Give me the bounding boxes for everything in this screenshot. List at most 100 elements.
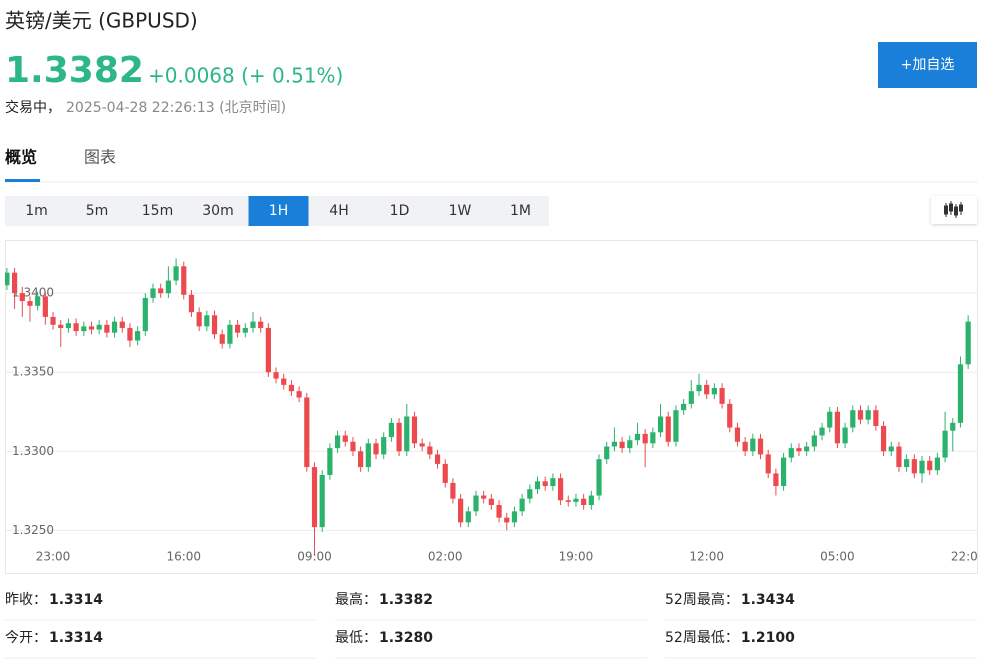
stat-value: 1.3382 [379, 592, 433, 608]
candle-body [773, 473, 779, 487]
candle-body [181, 266, 187, 295]
candle-body [504, 517, 510, 523]
candle-body [581, 498, 587, 506]
candle-body [919, 460, 925, 474]
candle-body [650, 432, 656, 444]
stat-value: 1.2100 [741, 630, 795, 646]
candle-body [757, 438, 764, 455]
candle-body [565, 500, 571, 502]
interval-label: 4H [329, 203, 348, 219]
candle-body [119, 321, 125, 328]
candle-body [819, 427, 825, 436]
candle-body [165, 280, 171, 294]
candle-body [550, 478, 556, 487]
candle-body [334, 435, 341, 449]
candle-body [250, 321, 256, 328]
candle-body [188, 294, 195, 313]
candle-body [111, 321, 118, 333]
candle-body [927, 460, 933, 471]
stat-value: 1.3314 [49, 592, 103, 608]
candle-body [450, 482, 456, 499]
candle-body [865, 410, 871, 420]
candle-body [204, 315, 210, 327]
stat-label: 最高： [335, 591, 377, 608]
interval-button[interactable]: 4H [329, 203, 348, 219]
candle-body [19, 293, 25, 302]
candle-body [127, 327, 133, 341]
tab[interactable]: 图表 [84, 148, 116, 167]
candle-body [142, 297, 148, 332]
interval-label: 1D [390, 203, 410, 219]
interval-label: 30m [202, 203, 233, 219]
interval-label: 1M [510, 203, 531, 219]
candle-body [27, 301, 33, 306]
candle-body [65, 323, 72, 328]
candle-body [519, 498, 525, 512]
interval-label: 5m [86, 203, 109, 219]
candle-body [904, 459, 910, 468]
stat-label: 52周最低： [665, 630, 739, 646]
x-tick-label: 12:00 [689, 550, 724, 564]
y-tick-label: 1.3350 [12, 365, 54, 379]
candle-body [465, 511, 471, 523]
candle-body [619, 441, 625, 449]
stat-value: 1.3434 [741, 592, 795, 608]
candle-body [373, 443, 379, 455]
button-label: +加自选 [901, 57, 955, 73]
candle-body [81, 326, 87, 332]
candle-body [242, 327, 248, 333]
candle-body [934, 457, 940, 471]
interval-button[interactable]: 1H [248, 196, 309, 226]
interval-button[interactable]: 5m [86, 203, 109, 219]
candle-body [604, 446, 610, 460]
candle-body [88, 326, 95, 330]
candle-body [527, 489, 533, 499]
candle-body [227, 324, 233, 344]
candle-body [50, 316, 56, 325]
candle-body [104, 324, 110, 333]
candle-body [742, 441, 748, 452]
tab[interactable]: 概览 [5, 148, 40, 183]
candle-body [750, 438, 756, 452]
candle-body [235, 324, 241, 333]
candle-body [411, 416, 418, 444]
interval-button[interactable]: 1M [510, 203, 531, 219]
candle-body [327, 448, 333, 475]
stat-label: 昨收： [5, 592, 47, 608]
candle-body [135, 331, 141, 341]
interval-button[interactable]: 1W [449, 203, 472, 219]
interval-button[interactable]: 1D [390, 203, 410, 219]
candle-body [665, 416, 671, 442]
candle-body [42, 296, 48, 317]
candle-body [304, 397, 310, 468]
candle-body [719, 388, 725, 404]
candle-body [35, 296, 41, 306]
interval-label: 1W [449, 203, 472, 219]
candle-body [596, 459, 602, 496]
candle-body [627, 440, 633, 449]
interval-label: 15m [142, 203, 173, 219]
x-tick-label: 19:00 [559, 550, 594, 564]
candle-body [311, 467, 318, 528]
candle-body [350, 441, 356, 452]
watchlist-button[interactable]: +加自选 [878, 42, 977, 88]
candle-body [873, 410, 879, 426]
tab-label: 图表 [84, 148, 116, 167]
candle-body [365, 443, 371, 468]
candle-body [258, 321, 264, 328]
intervals: 1m 5m 15m 30m 1H 4H 1D 1W 1M [25, 196, 531, 226]
candle-body [442, 463, 448, 483]
candle-body [404, 416, 410, 452]
candle-body [58, 324, 64, 328]
interval-button[interactable]: 15m [142, 203, 173, 219]
candle-body [880, 425, 887, 452]
candle-body [488, 498, 494, 506]
interval-button[interactable]: 1m [25, 203, 48, 219]
x-tick-label: 05:00 [820, 550, 855, 564]
x-tick-label: 09:00 [297, 550, 332, 564]
interval-button[interactable]: 30m [202, 203, 233, 219]
candle-body [381, 437, 387, 455]
candle-body [319, 474, 325, 528]
